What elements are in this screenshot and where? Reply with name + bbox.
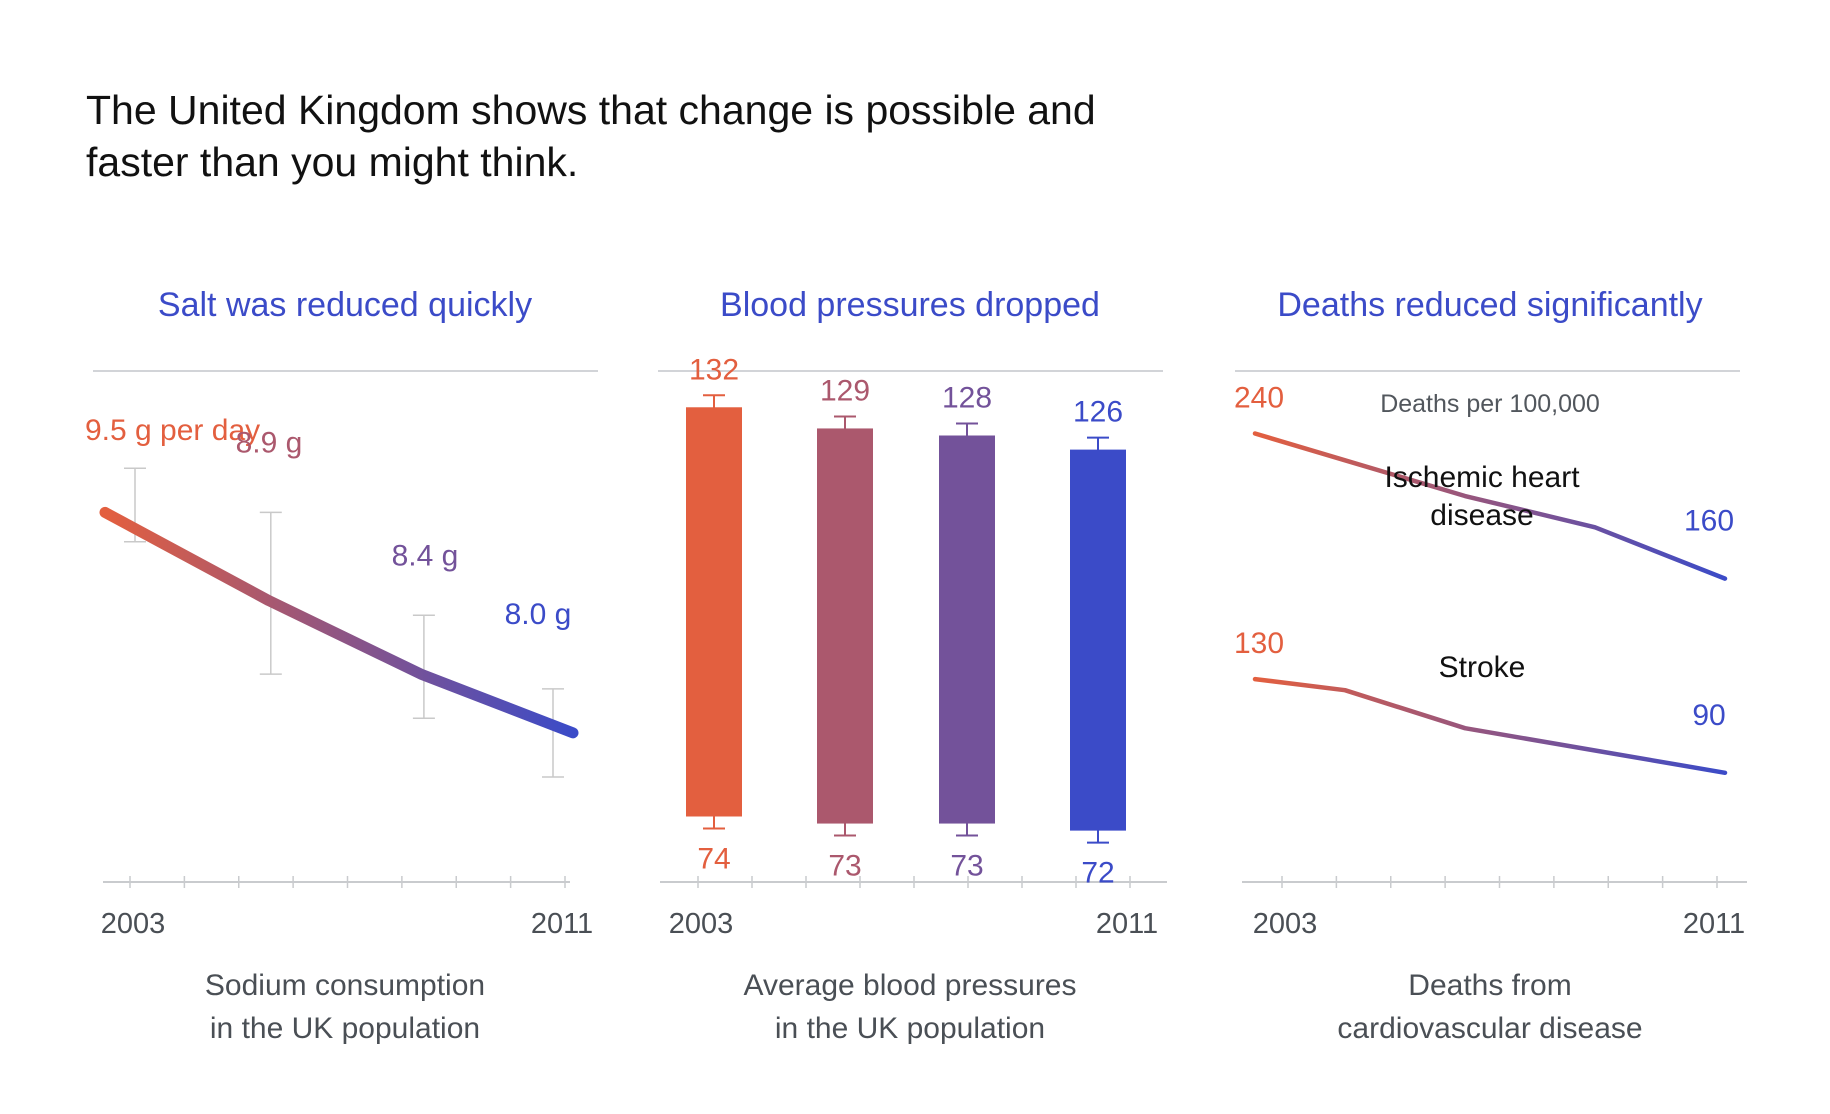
- bp-bar: [817, 428, 873, 824]
- deaths-start-label: 240: [1234, 381, 1284, 414]
- bp-label-diastolic: 72: [1081, 857, 1114, 890]
- blood-pressure-caption: Average blood pressures in the UK popula…: [630, 964, 1190, 1050]
- salt-caption-line-1: Sodium consumption: [204, 969, 486, 1002]
- deaths-end-label: 160: [1684, 505, 1734, 538]
- deaths-caption: Deaths from cardiovascular disease: [1210, 964, 1770, 1050]
- blood-pressure-caption-line-1: Average blood pressures: [743, 969, 1077, 1002]
- deaths-series-name: disease: [1430, 499, 1533, 532]
- deaths-series-name: Ischemic heart: [1384, 461, 1580, 494]
- bp-label-diastolic: 73: [950, 850, 983, 883]
- salt-caption-line-2: in the UK population: [209, 1012, 481, 1045]
- bp-x-tick-label-end: 2011: [1096, 908, 1158, 940]
- salt-panel-divider: [93, 370, 598, 372]
- salt-x-tick-label-start: 2003: [101, 908, 166, 940]
- deaths-caption-line-1: Deaths from: [1408, 969, 1572, 1002]
- bp-label-systolic: 132: [689, 353, 739, 386]
- deaths-series-line-1: [1252, 676, 1728, 776]
- salt-data-label: 8.0 g: [505, 598, 572, 631]
- deaths-start-label: 130: [1234, 627, 1284, 660]
- deaths-x-tick-label-start: 2003: [1253, 908, 1318, 940]
- salt-data-label: 9.5 g per day: [85, 414, 260, 447]
- deaths-end-label: 90: [1692, 699, 1725, 732]
- deaths-panel: Deaths reduced significantly Deaths per …: [1210, 0, 1770, 1114]
- headline: The United Kingdom shows that change is …: [86, 84, 1386, 188]
- blood-pressure-caption-line-2: in the UK population: [774, 1012, 1046, 1045]
- salt-panel: Salt was reduced quickly 2003 2011 9.5 g p…: [65, 0, 625, 1114]
- deaths-chart: 2003 2011 240 160 Ischemic heart disease 130 90…: [1234, 381, 1747, 940]
- deaths-series-name: Stroke: [1439, 651, 1526, 684]
- salt-series-line: [99, 506, 579, 739]
- bp-label-systolic: 129: [820, 374, 870, 407]
- deaths-x-tick-label-end: 2011: [1683, 908, 1745, 940]
- bp-label-diastolic: 73: [828, 850, 861, 883]
- blood-pressure-panel-divider: [658, 370, 1163, 372]
- bp-bar: [686, 407, 742, 817]
- bp-label-systolic: 128: [942, 382, 992, 415]
- deaths-unit-label: Deaths per 100,000: [1380, 390, 1600, 418]
- bp-x-tick-label-start: 2003: [669, 908, 734, 940]
- salt-x-tick-label-end: 2011: [531, 908, 593, 940]
- blood-pressure-panel: Blood pressures dropped 2003 2011 132 74 129…: [630, 0, 1190, 1114]
- deaths-series-line-0: [1252, 431, 1728, 581]
- salt-data-label: 8.4 g: [392, 539, 459, 572]
- salt-panel-title: Salt was reduced quickly: [157, 286, 533, 324]
- bp-label-diastolic: 74: [697, 843, 730, 876]
- bp-label-systolic: 126: [1073, 396, 1123, 429]
- salt-data-label: 8.9 g: [236, 426, 303, 459]
- headline-line-1: The United Kingdom shows that change is …: [86, 87, 1096, 133]
- deaths-caption-line-2: cardiovascular disease: [1337, 1012, 1643, 1045]
- blood-pressure-chart: 2003 2011 132 74 129 73 128 73 126 72: [660, 353, 1167, 940]
- deaths-panel-divider: [1235, 370, 1740, 372]
- headline-line-2: faster than you might think.: [86, 139, 579, 185]
- deaths-panel-title: Deaths reduced significantly: [1277, 286, 1703, 324]
- bp-bar: [1070, 449, 1126, 831]
- salt-caption: Sodium consumption in the UK population: [65, 964, 625, 1050]
- bp-bar: [939, 435, 995, 824]
- blood-pressure-panel-title: Blood pressures dropped: [720, 286, 1100, 324]
